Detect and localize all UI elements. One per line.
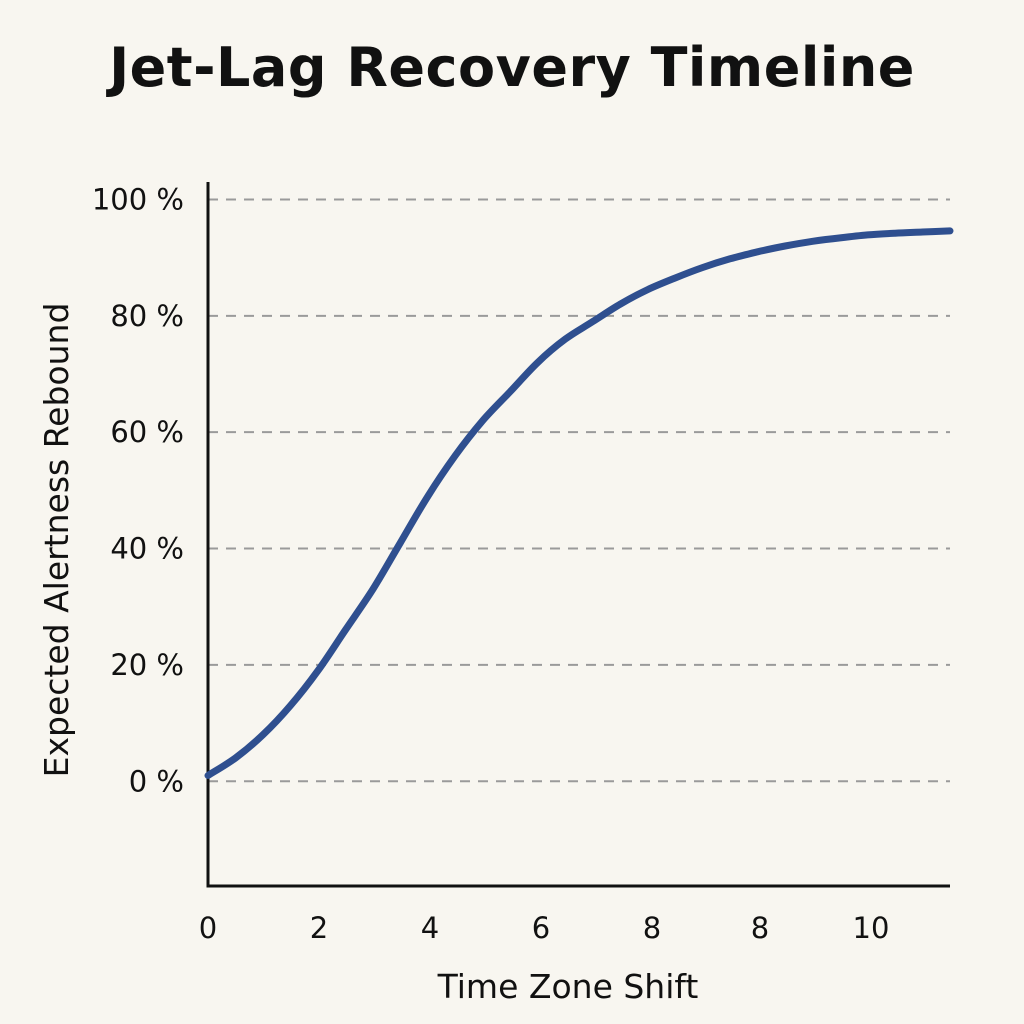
y-axis-title: Expected Alertness Rebound bbox=[37, 303, 76, 778]
y-tick-label: 100 % bbox=[92, 182, 184, 216]
axes bbox=[206, 182, 950, 888]
x-tick-label: 4 bbox=[421, 911, 439, 945]
y-tick-label: 20 % bbox=[110, 648, 184, 682]
x-tick-label: 2 bbox=[310, 911, 328, 945]
chart-title: Jet-Lag Recovery Timeline bbox=[109, 36, 915, 99]
x-tick-labels: 0 2 4 6 8 8 10 bbox=[199, 911, 890, 945]
x-tick-label: 8 bbox=[751, 911, 769, 945]
x-tick-label: 6 bbox=[532, 911, 550, 945]
x-tick-label: 0 bbox=[199, 911, 217, 945]
y-tick-label: 0 % bbox=[129, 764, 184, 798]
grid-lines bbox=[208, 198, 950, 783]
y-tick-label: 60 % bbox=[110, 415, 184, 449]
y-tick-labels: 0 % 20 % 40 % 60 % 80 % 100 % bbox=[92, 182, 184, 798]
series-layer bbox=[204, 227, 954, 779]
x-axis-title: Time Zone Shift bbox=[437, 967, 699, 1006]
x-tick-label: 10 bbox=[853, 911, 890, 945]
series-line bbox=[204, 227, 954, 779]
x-tick-label: 8 bbox=[643, 911, 661, 945]
y-tick-label: 40 % bbox=[110, 532, 184, 566]
y-tick-label: 80 % bbox=[110, 299, 184, 333]
